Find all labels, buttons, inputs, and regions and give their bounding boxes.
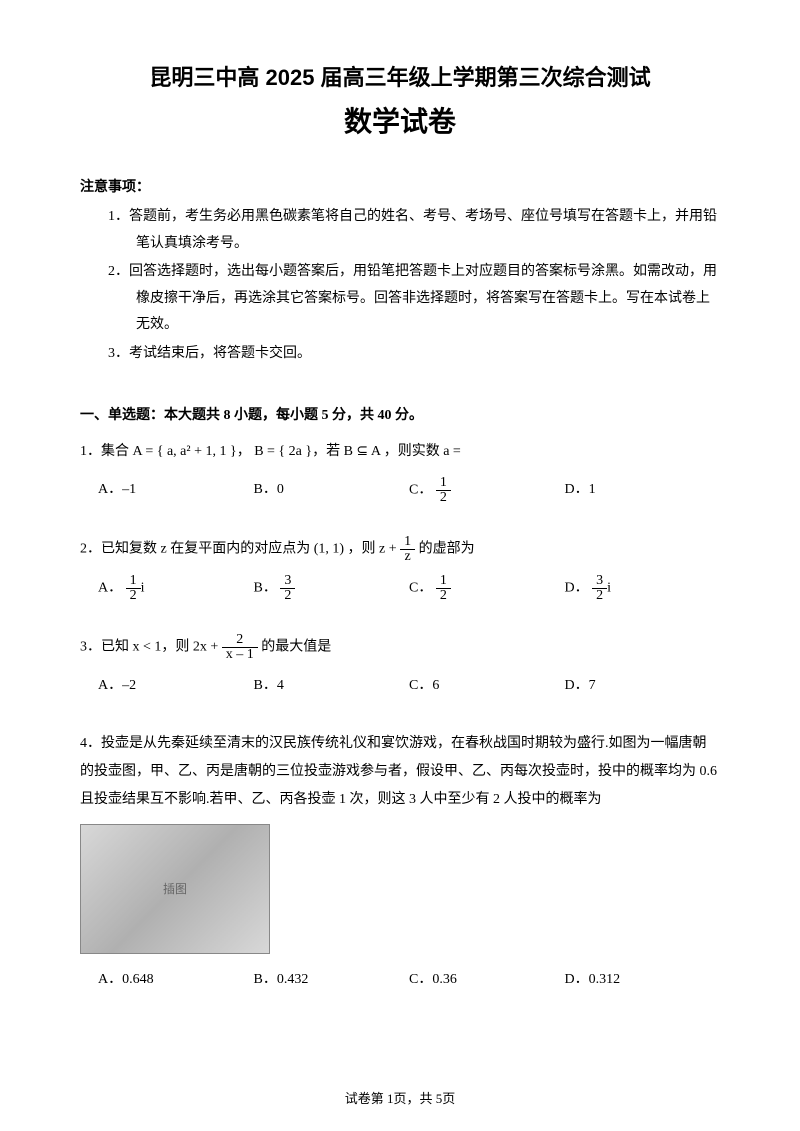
notice-header: 注意事项： <box>80 176 720 196</box>
fraction-den: 2 <box>592 589 607 603</box>
notice-item: 3．考试结束后，将答题卡交回。 <box>108 341 720 368</box>
choice-row: A．0.648 B．0.432 C．0.36 D．0.312 <box>80 966 720 994</box>
choice-d: D．0.312 <box>565 966 721 994</box>
choice-c: C．6 <box>409 672 565 700</box>
fraction-num: 3 <box>280 574 295 589</box>
fraction: 1 z <box>400 535 415 564</box>
fraction-num: 2 <box>222 633 258 648</box>
fraction: 1 2 <box>436 574 451 603</box>
stem-text: 的虚部为 <box>419 541 475 556</box>
choice-row: A． 1 2 i B． 3 2 C． 1 2 D． 3 2 i <box>80 574 720 603</box>
fraction-num: 1 <box>400 535 415 550</box>
fraction: 1 2 <box>436 476 451 505</box>
choice-label: B． <box>254 580 277 595</box>
fraction-den: 2 <box>280 589 295 603</box>
fraction-den: 2 <box>436 589 451 603</box>
choice-c: C． 1 2 <box>409 574 565 603</box>
choice-label: C． <box>409 580 432 595</box>
exam-title-sub: 数学试卷 <box>80 100 720 140</box>
stem-text: 3．已知 x < 1，则 2x + <box>80 639 222 654</box>
fraction-den: 2 <box>436 491 451 505</box>
question-stem: 3．已知 x < 1，则 2x + 2 x – 1 的最大值是 <box>80 633 720 662</box>
choice-b: B．0.432 <box>254 966 410 994</box>
question-1: 1．集合 A = { a, a² + 1, 1 }， B = { 2a }，若 … <box>80 438 720 505</box>
fraction: 3 2 <box>280 574 295 603</box>
question-image <box>80 824 270 954</box>
choice-b: B． 3 2 <box>254 574 410 603</box>
fraction-den: 2 <box>126 589 141 603</box>
choice-label: A． <box>98 580 122 595</box>
notice-list: 1．答题前，考生务必用黑色碳素笔将自己的姓名、考号、考场号、座位号填写在答题卡上… <box>80 204 720 368</box>
section-header: 一、单选题：本大题共 8 小题，每小题 5 分，共 40 分。 <box>80 404 720 424</box>
question-3: 3．已知 x < 1，则 2x + 2 x – 1 的最大值是 A．–2 B．4… <box>80 633 720 700</box>
fraction: 1 2 <box>126 574 141 603</box>
choice-b: B．0 <box>254 476 410 505</box>
fraction-num: 3 <box>592 574 607 589</box>
choice-label: D． <box>565 580 589 595</box>
choice-d: D．7 <box>565 672 721 700</box>
choice-a: A．–1 <box>98 476 254 505</box>
question-stem: 4．投壶是从先秦延续至清末的汉民族传统礼仪和宴饮游戏，在春秋战国时期较为盛行.如… <box>80 730 720 814</box>
question-2: 2．已知复数 z 在复平面内的对应点为 (1, 1) ，则 z + 1 z 的虚… <box>80 535 720 603</box>
choice-c: C． 1 2 <box>409 476 565 505</box>
question-4: 4．投壶是从先秦延续至清末的汉民族传统礼仪和宴饮游戏，在春秋战国时期较为盛行.如… <box>80 730 720 994</box>
choice-a: A．0.648 <box>98 966 254 994</box>
choice-suffix: i <box>607 580 611 595</box>
fraction: 2 x – 1 <box>222 633 258 662</box>
question-stem: 1．集合 A = { a, a² + 1, 1 }， B = { 2a }，若 … <box>80 438 720 466</box>
fraction: 3 2 <box>592 574 607 603</box>
choice-row: A．–2 B．4 C．6 D．7 <box>80 672 720 700</box>
fraction-num: 1 <box>126 574 141 589</box>
choice-d: D．1 <box>565 476 721 505</box>
choice-row: A．–1 B．0 C． 1 2 D．1 <box>80 476 720 505</box>
choice-suffix: i <box>141 580 145 595</box>
choice-c: C．0.36 <box>409 966 565 994</box>
choice-a: A． 1 2 i <box>98 574 254 603</box>
question-stem: 2．已知复数 z 在复平面内的对应点为 (1, 1) ，则 z + 1 z 的虚… <box>80 535 720 564</box>
fraction-num: 1 <box>436 574 451 589</box>
page-footer: 试卷第 1页，共 5页 <box>0 1088 800 1107</box>
fraction-den: z <box>400 550 415 564</box>
choice-d: D． 3 2 i <box>565 574 721 603</box>
notice-item: 1．答题前，考生务必用黑色碳素笔将自己的姓名、考号、考场号、座位号填写在答题卡上… <box>108 204 720 257</box>
choice-b: B．4 <box>254 672 410 700</box>
stem-text: 2．已知复数 z 在复平面内的对应点为 (1, 1) ，则 z + <box>80 541 400 556</box>
fraction-num: 1 <box>436 476 451 491</box>
exam-title-main: 昆明三中高 2025 届高三年级上学期第三次综合测试 <box>80 60 720 92</box>
choice-a: A．–2 <box>98 672 254 700</box>
stem-text: 的最大值是 <box>261 639 331 654</box>
fraction-den: x – 1 <box>222 648 258 662</box>
notice-item: 2．回答选择题时，选出每小题答案后，用铅笔把答题卡上对应题目的答案标号涂黑。如需… <box>108 259 720 339</box>
choice-label: C． <box>409 482 432 497</box>
